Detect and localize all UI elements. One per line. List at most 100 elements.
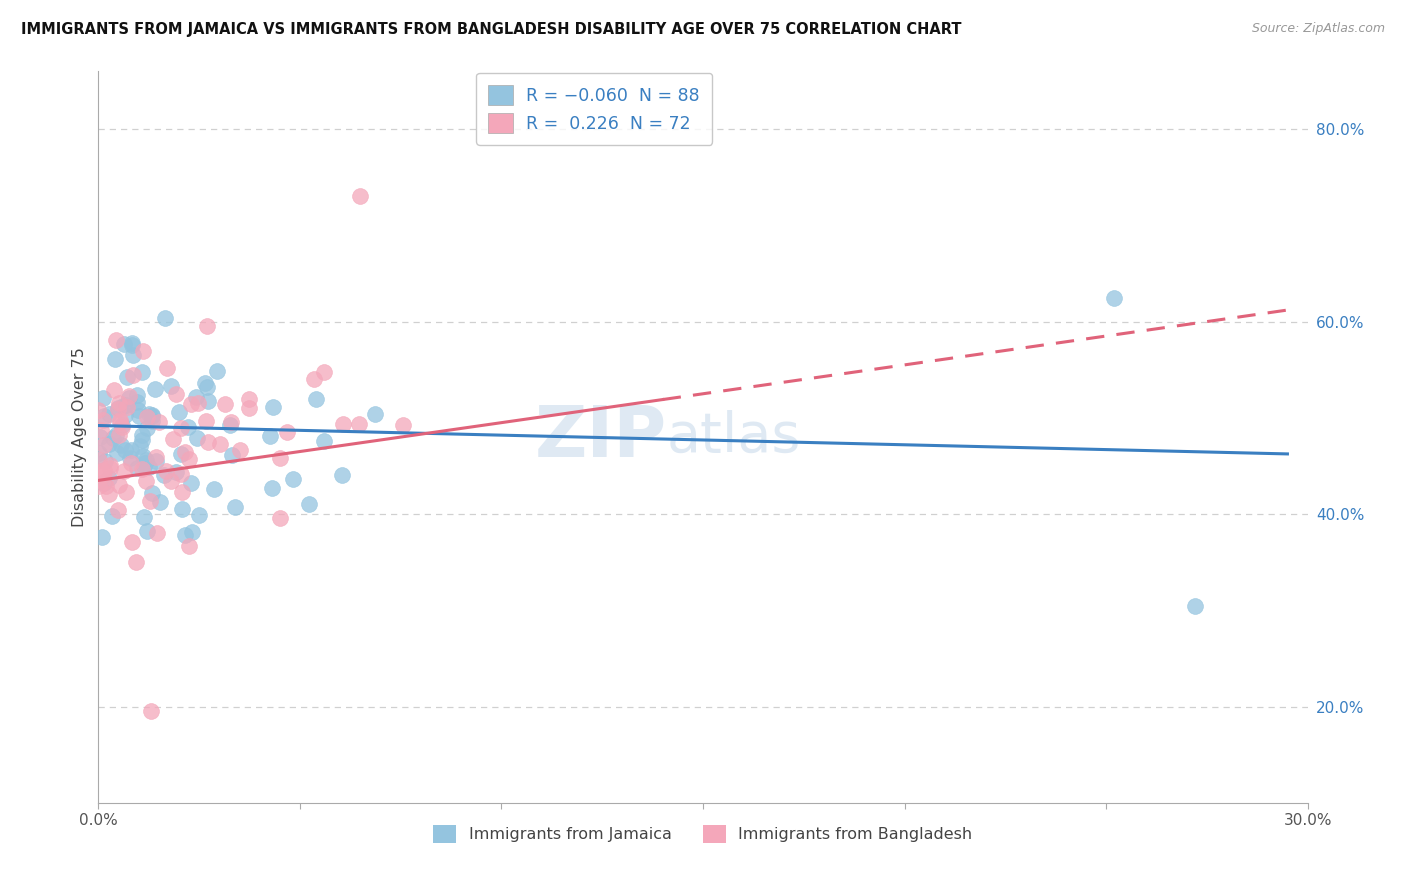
Point: [120, 456, 142, 470]
Point: [125, 555, 148, 569]
Point: [259, 429, 281, 443]
Point: [219, 415, 242, 429]
Legend: Immigrants from Jamaica, Immigrants from Bangladesh: Immigrants from Jamaica, Immigrants from…: [427, 819, 979, 850]
Point: [298, 497, 321, 511]
Point: [208, 437, 231, 451]
Point: [135, 474, 157, 488]
Point: [114, 408, 136, 422]
Point: [98, 437, 121, 451]
Point: [89, 429, 111, 443]
Point: [91, 468, 114, 483]
Point: [100, 509, 122, 524]
Point: [262, 482, 284, 496]
Point: [332, 417, 354, 431]
Point: [138, 407, 160, 421]
Point: [197, 435, 219, 450]
Point: [219, 417, 242, 432]
Point: [131, 365, 153, 379]
Point: [180, 397, 202, 411]
Point: [93, 438, 115, 452]
Point: [145, 454, 167, 468]
Point: [114, 442, 136, 457]
Point: [180, 525, 202, 540]
Text: IMMIGRANTS FROM JAMAICA VS IMMIGRANTS FROM BANGLADESH DISABILITY AGE OVER 75 COR: IMMIGRANTS FROM JAMAICA VS IMMIGRANTS FR…: [21, 22, 962, 37]
Point: [108, 478, 131, 492]
Point: [94, 454, 117, 468]
Point: [305, 392, 328, 407]
Point: [195, 319, 218, 334]
Point: [238, 392, 260, 406]
Point: [87, 445, 110, 459]
Point: [145, 450, 167, 464]
Point: [152, 467, 174, 482]
Point: [112, 464, 135, 478]
Point: [170, 447, 193, 461]
Point: [91, 530, 114, 544]
Point: [107, 445, 129, 459]
Point: [159, 474, 181, 488]
Point: [177, 420, 200, 434]
Point: [269, 511, 291, 525]
Point: [136, 410, 159, 425]
Point: [172, 485, 194, 500]
Point: [146, 525, 169, 540]
Point: [104, 351, 127, 366]
Point: [127, 388, 149, 402]
Point: [93, 409, 115, 424]
Point: [115, 370, 138, 384]
Point: [98, 458, 121, 472]
Point: [132, 450, 155, 464]
Point: [118, 450, 141, 465]
Point: [121, 337, 143, 351]
Point: [228, 442, 250, 457]
Point: [128, 409, 150, 424]
Point: [97, 470, 120, 484]
Point: [134, 456, 156, 470]
Point: [162, 432, 184, 446]
Point: [160, 379, 183, 393]
Point: [105, 333, 128, 347]
Point: [186, 431, 208, 445]
Point: [115, 485, 138, 500]
Point: [107, 402, 129, 417]
Point: [221, 448, 243, 462]
Point: [107, 396, 129, 410]
Point: [110, 438, 132, 452]
Point: [197, 393, 219, 408]
Point: [314, 434, 336, 448]
Point: [122, 368, 145, 382]
Point: [167, 405, 190, 419]
Point: [276, 425, 298, 439]
Point: [202, 482, 225, 496]
Text: Source: ZipAtlas.com: Source: ZipAtlas.com: [1251, 22, 1385, 36]
Point: [87, 402, 110, 417]
Point: [304, 372, 326, 386]
Point: [129, 439, 152, 453]
Point: [97, 407, 120, 421]
Point: [177, 452, 200, 467]
Point: [108, 428, 131, 442]
Point: [134, 458, 156, 473]
Point: [118, 391, 141, 405]
Point: [149, 495, 172, 509]
Point: [127, 461, 149, 475]
Point: [93, 463, 115, 477]
Point: [93, 475, 115, 490]
Point: [205, 364, 228, 378]
Point: [224, 500, 246, 514]
Point: [132, 344, 155, 359]
Text: atlas: atlas: [666, 410, 801, 464]
Point: [98, 461, 121, 475]
Point: [94, 479, 117, 493]
Text: ZIP: ZIP: [534, 402, 666, 472]
Point: [114, 398, 136, 412]
Point: [153, 310, 176, 325]
Point: [138, 460, 160, 475]
Point: [364, 407, 387, 421]
Y-axis label: Disability Age Over 75: Disability Age Over 75: [72, 347, 87, 527]
Point: [115, 400, 138, 414]
Point: [188, 508, 211, 522]
Point: [127, 402, 149, 417]
Point: [173, 444, 195, 458]
Point: [108, 415, 131, 429]
